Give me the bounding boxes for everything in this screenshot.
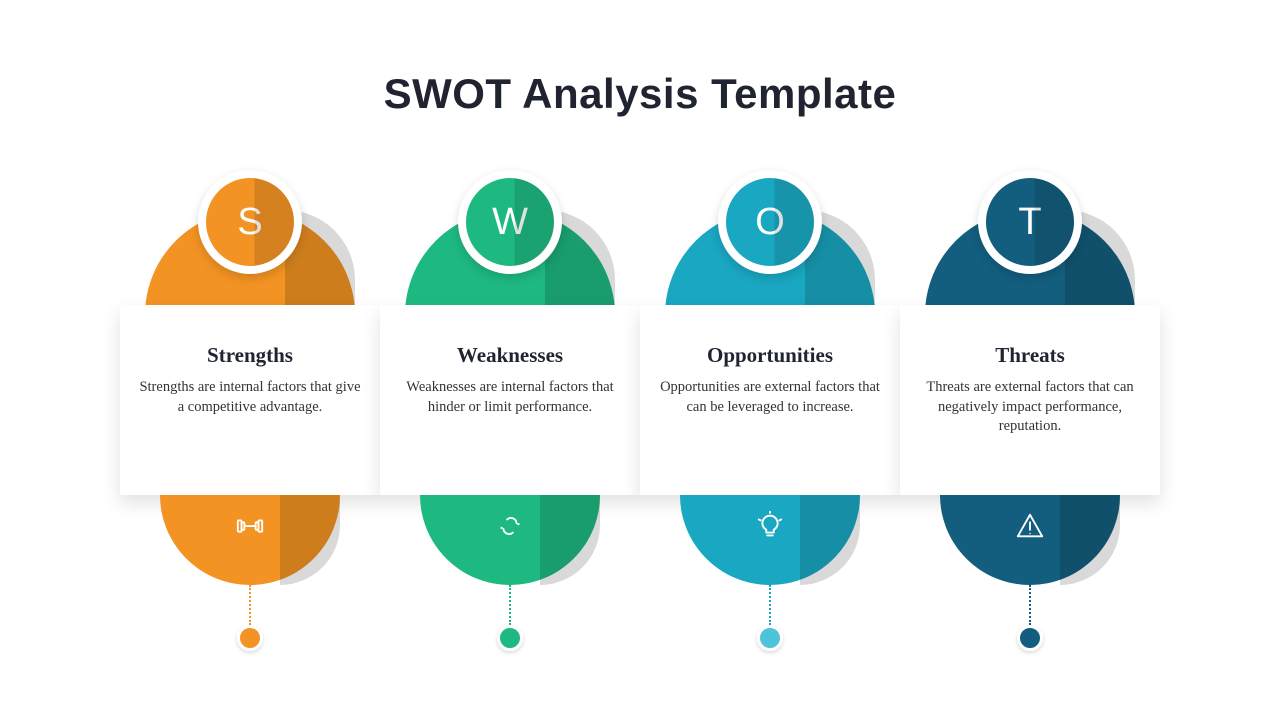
connector-line (509, 585, 511, 625)
swot-items: S Strengths Strengths are internal facto… (120, 175, 1160, 675)
item-description: Threats are external factors that can ne… (918, 378, 1142, 437)
head-half-circle (405, 210, 615, 315)
page-title: SWOT Analysis Template (0, 70, 1280, 118)
broken-link-icon (495, 511, 525, 541)
item-foot (940, 495, 1120, 585)
letter-badge-ring: S (198, 170, 302, 274)
head-half-circle (925, 210, 1135, 315)
item-card: Weaknesses Weaknesses are internal facto… (380, 305, 640, 495)
item-connector (496, 585, 524, 665)
letter-badge-ring: T (978, 170, 1082, 274)
item-head: W (405, 175, 615, 315)
swot-item-t: T Threats Threats are external factors t… (900, 175, 1160, 675)
connector-dot (757, 625, 783, 651)
warning-icon (1015, 511, 1045, 541)
head-half-circle (665, 210, 875, 315)
item-connector (756, 585, 784, 665)
item-connector (236, 585, 264, 665)
item-heading: Strengths (138, 343, 362, 368)
connector-dot (1017, 625, 1043, 651)
item-card: Threats Threats are external factors tha… (900, 305, 1160, 495)
item-card: Opportunities Opportunities are external… (640, 305, 900, 495)
swot-item-o: O Opportunities Opportunities are extern… (640, 175, 900, 675)
swot-item-w: W Weaknesses Weaknesses are internal fac… (380, 175, 640, 675)
item-heading: Threats (918, 343, 1142, 368)
item-foot (420, 495, 600, 585)
item-description: Weaknesses are internal factors that hin… (398, 378, 622, 417)
item-heading: Opportunities (658, 343, 882, 368)
connector-line (769, 585, 771, 625)
item-foot (160, 495, 340, 585)
dumbbell-icon (235, 511, 265, 541)
letter-badge: S (206, 178, 294, 266)
swot-item-s: S Strengths Strengths are internal facto… (120, 175, 380, 675)
letter-badge-ring: W (458, 170, 562, 274)
item-description: Opportunities are external factors that … (658, 378, 882, 417)
lightbulb-icon (755, 511, 785, 541)
letter-badge: O (726, 178, 814, 266)
item-head: T (925, 175, 1135, 315)
item-head: S (145, 175, 355, 315)
item-connector (1016, 585, 1044, 665)
item-description: Strengths are internal factors that give… (138, 378, 362, 417)
item-heading: Weaknesses (398, 343, 622, 368)
letter-badge-ring: O (718, 170, 822, 274)
connector-dot (497, 625, 523, 651)
item-foot (680, 495, 860, 585)
connector-line (1029, 585, 1031, 625)
connector-dot (237, 625, 263, 651)
head-half-circle (145, 210, 355, 315)
letter-badge: T (986, 178, 1074, 266)
letter-badge: W (466, 178, 554, 266)
item-head: O (665, 175, 875, 315)
connector-line (249, 585, 251, 625)
item-card: Strengths Strengths are internal factors… (120, 305, 380, 495)
